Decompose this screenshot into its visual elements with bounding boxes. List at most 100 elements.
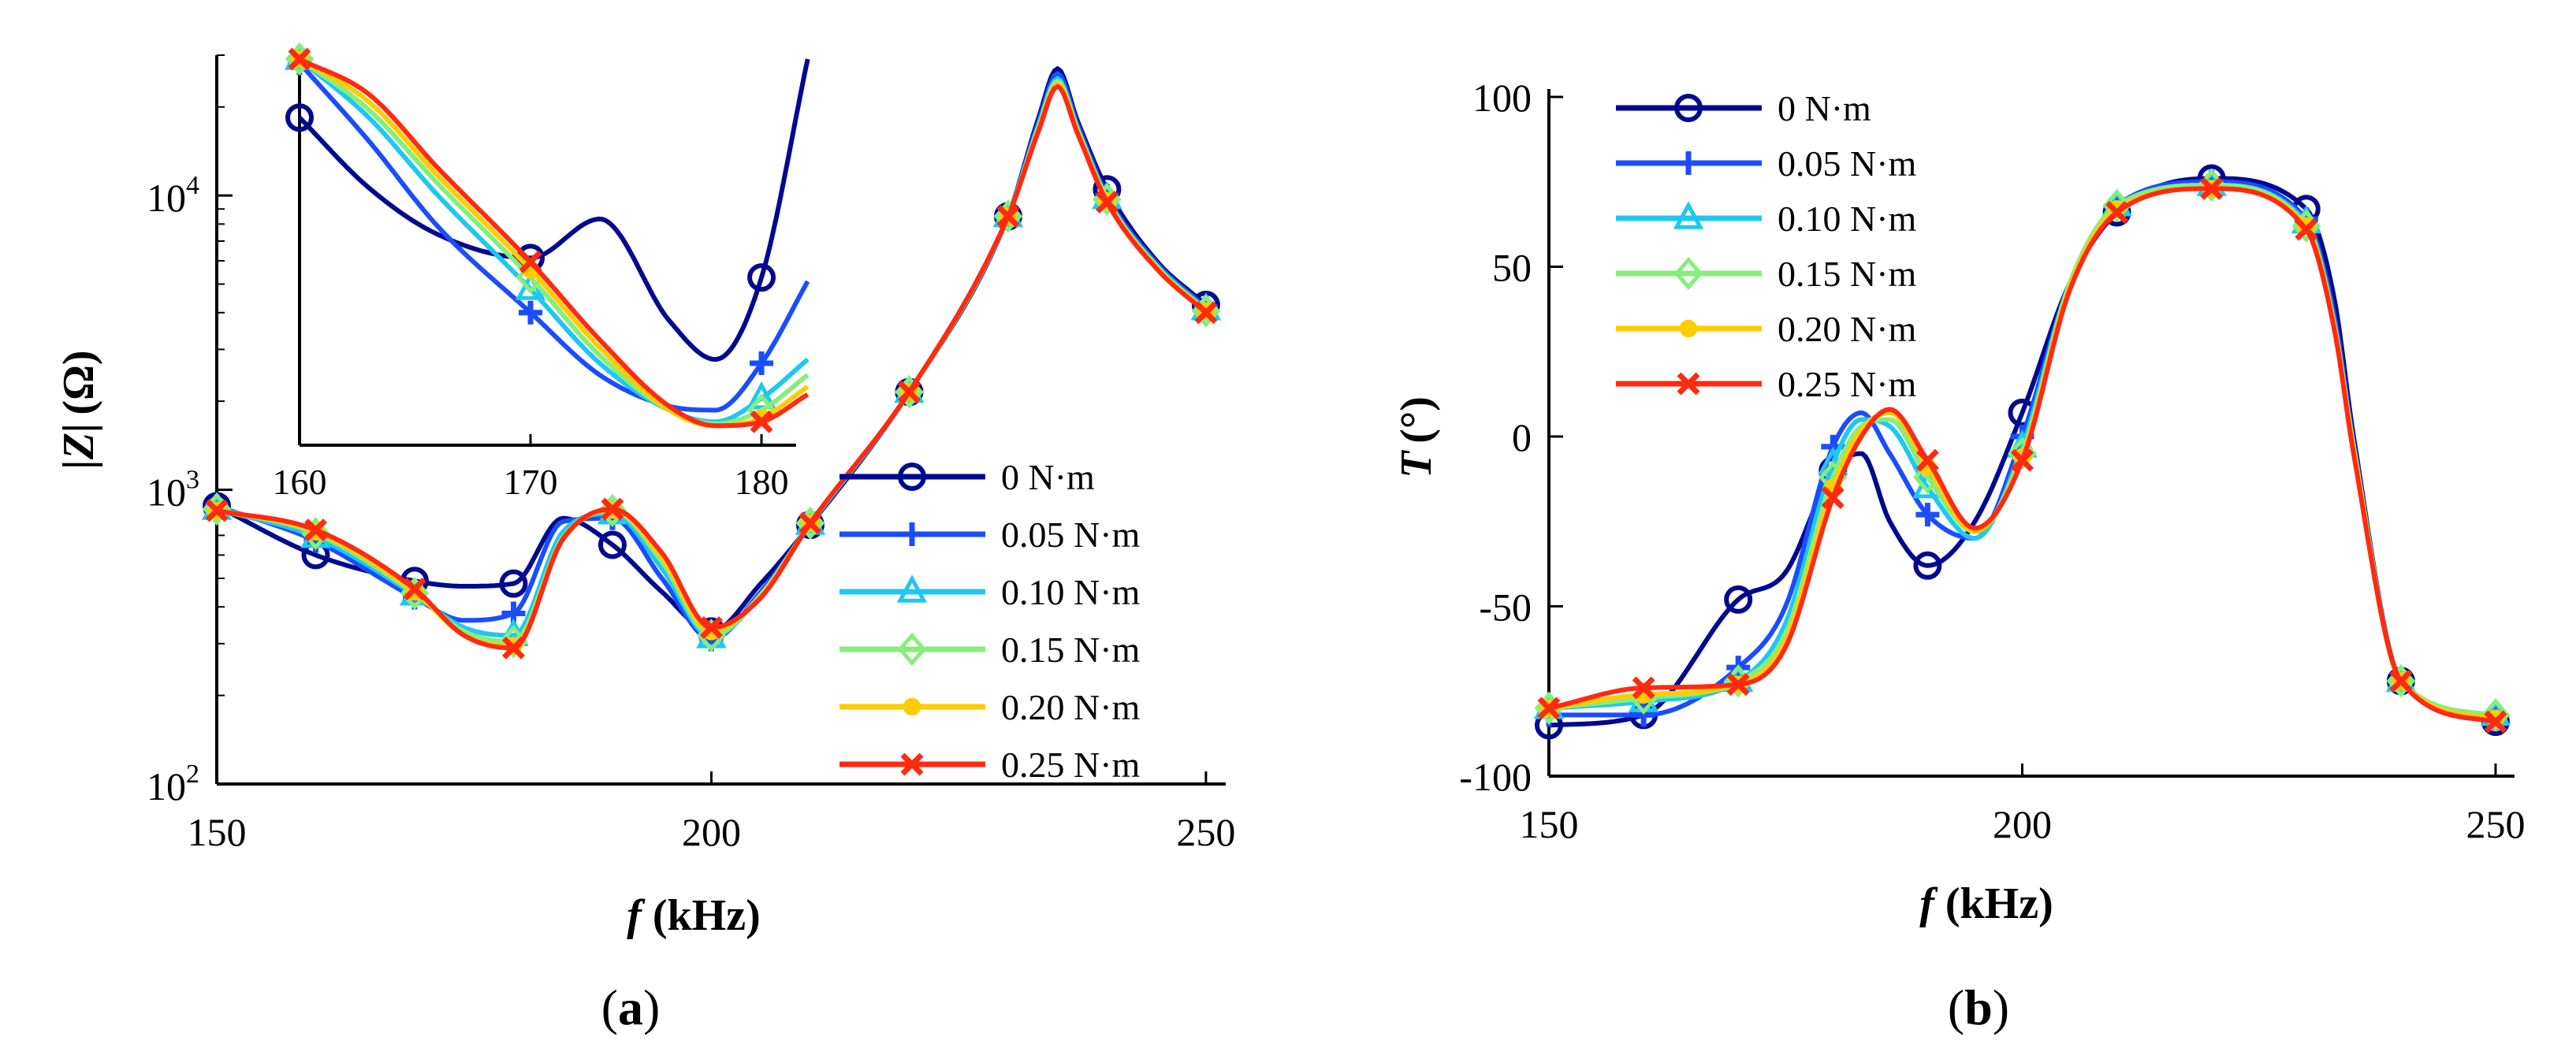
pa-marker-5-4 [601, 497, 624, 521]
panel-a-inset: 160 170 180 [273, 42, 810, 502]
pb-marker-5-1 [1632, 676, 1655, 700]
panel-b-legend-label-1: 0.05 N·m [1778, 143, 1917, 184]
pi-marker-1-1 [519, 300, 543, 325]
pb-marker-1-1 [1632, 703, 1656, 727]
pi-marker-0-2 [747, 263, 776, 292]
pb-marker-0-2 [1724, 585, 1753, 614]
panel-a-legend-marker-1 [900, 522, 924, 546]
panel-b-legend-marker-2 [1673, 201, 1704, 229]
panel-a-xtick-label-0: 150 [188, 810, 247, 854]
pa-marker-5-3 [501, 636, 525, 660]
pb-marker-3-6 [2102, 188, 2131, 222]
panel-a-chart: 150 200 250 102 103 104 160 170 180 0 N·m 0.05 N… [54, 42, 1235, 1035]
panel-b-caption: (b) [1948, 979, 2009, 1035]
inset-xtick-label-2: 180 [735, 462, 789, 502]
panel-a-xtick-label-2: 250 [1176, 810, 1235, 854]
pb-marker-5-2 [1726, 673, 1750, 697]
pi-series-line-1 [297, 61, 810, 413]
pb-marker-1-4 [1915, 503, 1940, 527]
pa-marker-5-2 [403, 578, 426, 600]
panel-a-legend-label-3: 0.15 N·m [1001, 630, 1141, 670]
panel-b-ytick-label-1: -50 [1479, 585, 1532, 630]
pi-series-line-0 [297, 58, 810, 362]
pa-marker-5-7 [897, 380, 921, 403]
pb-marker-5-4 [1915, 448, 1939, 472]
panel-b-xtick-label-2: 250 [2466, 802, 2525, 846]
panel-a-legend-label-0: 0 N·m [1001, 457, 1095, 497]
pi-series-markers-5 [288, 47, 773, 433]
panel-a-legend-label-5: 0.25 N·m [1001, 745, 1141, 785]
panel-a-legend-label-2: 0.10 N·m [1001, 572, 1141, 612]
pb-marker-0-4 [1913, 551, 1942, 580]
pb-marker-5-8 [2295, 217, 2318, 241]
pa-marker-5-0 [205, 499, 229, 522]
pa-marker-5-5 [699, 616, 723, 640]
panel-b-legend-label-4: 0.20 N·m [1778, 309, 1917, 349]
panel-b-legend-marker-4 [1679, 319, 1698, 338]
pb-marker-5-5 [2011, 448, 2034, 472]
panel-a-xtick-label-1: 200 [682, 810, 741, 854]
panel-a-legend-label-1: 0.05 N·m [1001, 515, 1141, 555]
panel-a-ytick-label-1: 103 [147, 466, 199, 515]
pb-series-line-5 [1548, 186, 2496, 724]
panel-b-legend-marker-5 [1677, 372, 1700, 396]
pb-marker-5-3 [1821, 486, 1845, 510]
pa-marker-0-4 [597, 530, 627, 559]
panel-b-legend-label-2: 0.10 N·m [1778, 199, 1917, 239]
inset-xtick-label-0: 160 [273, 462, 327, 502]
pi-marker-5-2 [750, 410, 773, 433]
inset-xtick-label-1: 170 [504, 462, 558, 502]
panel-a-ylabel: |Z|(Ω) [54, 350, 103, 469]
pb-series-line-0 [1548, 176, 2496, 728]
pb-marker-5-10 [2484, 710, 2507, 734]
pa-marker-5-10 [1194, 301, 1218, 325]
pi-marker-2-2 [746, 381, 777, 410]
pa-marker-5-9 [1095, 191, 1119, 214]
panel-b-xtick-label-0: 150 [1520, 802, 1579, 846]
panel-a-series-lines [201, 66, 1222, 660]
panel-b-ytick-label-4: 100 [1472, 76, 1532, 120]
panel-b-legend-label-0: 0 N·m [1778, 88, 1871, 128]
panel-a-legend-marker-2 [896, 574, 928, 603]
panel-b-legend-marker-3 [1673, 256, 1703, 291]
pi-marker-5-0 [288, 47, 311, 71]
panel-b-ytick-label-3: 50 [1492, 246, 1532, 290]
pa-series-markers-5 [205, 191, 1218, 660]
pb-marker-5-0 [1537, 697, 1561, 720]
panel-b-axes: 150 200 250 -100 -50 0 50 100 [1459, 76, 2525, 846]
pa-marker-5-1 [304, 518, 327, 542]
panel-b-legend-label-3: 0.15 N·m [1778, 254, 1917, 294]
pa-marker-0-3 [499, 569, 528, 598]
panel-b-legend-marker-1 [1677, 151, 1700, 175]
pb-marker-3-10 [2481, 698, 2511, 732]
pi-marker-0-0 [285, 103, 314, 132]
panel-b-chart: 150 200 250 -100 -50 0 50 100 0 N·m 0.05 N·m 0.10… [1392, 76, 2525, 1035]
panel-a-legend: 0 N·m 0.05 N·m 0.10 N·m 0.15 N·m 0.20 N·m 0.2… [839, 457, 1141, 785]
panel-a-legend-marker-0 [898, 463, 926, 491]
panel-b-xtick-label-1: 200 [1993, 802, 2052, 846]
panel-a-axes: 150 200 250 102 103 104 [147, 54, 1235, 854]
panel-b-legend-marker-0 [1674, 94, 1703, 122]
pi-series-line-2 [298, 57, 810, 425]
panel-b-series-lines [1533, 164, 2511, 740]
panel-a-legend-marker-4 [903, 697, 921, 716]
panel-a-ytick-label-0: 102 [147, 760, 199, 808]
panel-a-legend-label-4: 0.20 N·m [1001, 687, 1141, 727]
panel-a-legend-marker-3 [897, 632, 927, 667]
pb-marker-3-5 [2008, 437, 2037, 470]
panel-b-xlabel: f (kHz) [1919, 879, 2053, 928]
pa-marker-5-8 [996, 205, 1020, 228]
panel-a-ytick-label-2: 104 [147, 171, 199, 220]
panel-a-legend-marker-5 [900, 752, 924, 776]
pi-marker-5-1 [519, 250, 542, 273]
inset-series-lines [284, 42, 810, 433]
pi-series-line-5 [298, 57, 810, 429]
pb-marker-5-6 [2105, 201, 2129, 225]
panel-b-ylabel: T(°) [1392, 396, 1441, 478]
panel-a-caption: (a) [601, 979, 661, 1035]
panel-b-ytick-label-0: -100 [1459, 755, 1532, 799]
panel-b-ytick-label-2: 0 [1512, 415, 1532, 459]
pb-marker-5-9 [2389, 669, 2413, 693]
pb-series-markers-5 [1537, 176, 2507, 734]
